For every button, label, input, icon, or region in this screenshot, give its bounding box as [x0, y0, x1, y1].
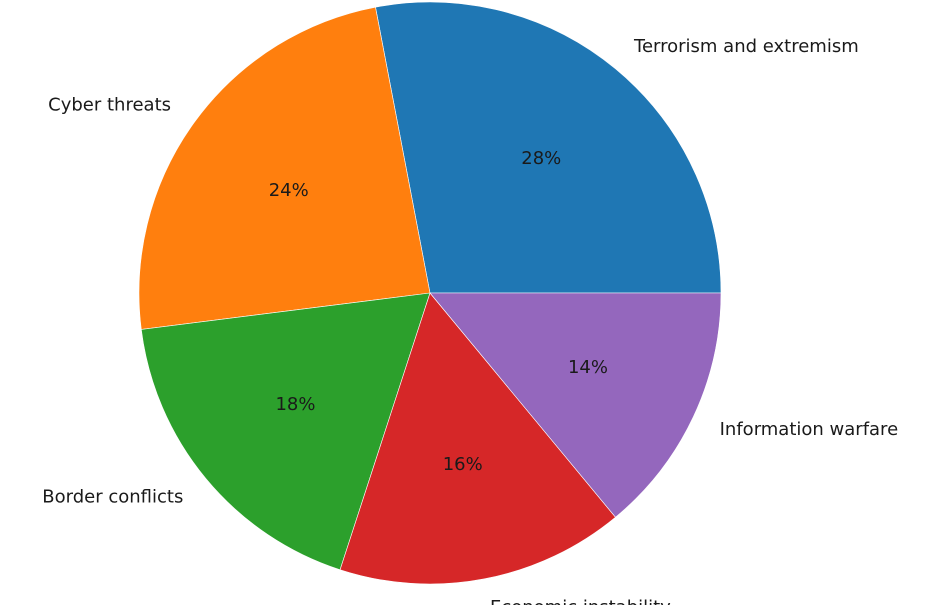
- slice-terrorism-and-extremism: [375, 1, 722, 294]
- pct-label-economic-instability: 16%: [443, 454, 483, 475]
- pct-label-information-warfare: 14%: [568, 357, 608, 378]
- category-label-economic-instability: Economic instability: [490, 597, 671, 605]
- category-label-border-conflicts: Border conflicts: [42, 487, 183, 508]
- pie-labels: 28% Terrorism and extremism 24% Cyber threa…: [42, 36, 898, 605]
- category-label-information-warfare: Information warfare: [720, 419, 899, 440]
- slice-information-warfare: [429, 292, 722, 518]
- category-label-cyber-threats: Cyber threats: [48, 94, 171, 115]
- pie-slices: [138, 1, 722, 585]
- slice-border-conflicts: [140, 292, 431, 571]
- pct-label-cyber-threats: 24%: [269, 180, 309, 201]
- category-label-terrorism-and-extremism: Terrorism and extremism: [633, 36, 859, 57]
- pct-label-terrorism-and-extremism: 28%: [521, 148, 561, 169]
- slice-economic-instability: [339, 292, 616, 585]
- slice-cyber-threats: [138, 6, 431, 330]
- pct-label-border-conflicts: 18%: [275, 394, 315, 415]
